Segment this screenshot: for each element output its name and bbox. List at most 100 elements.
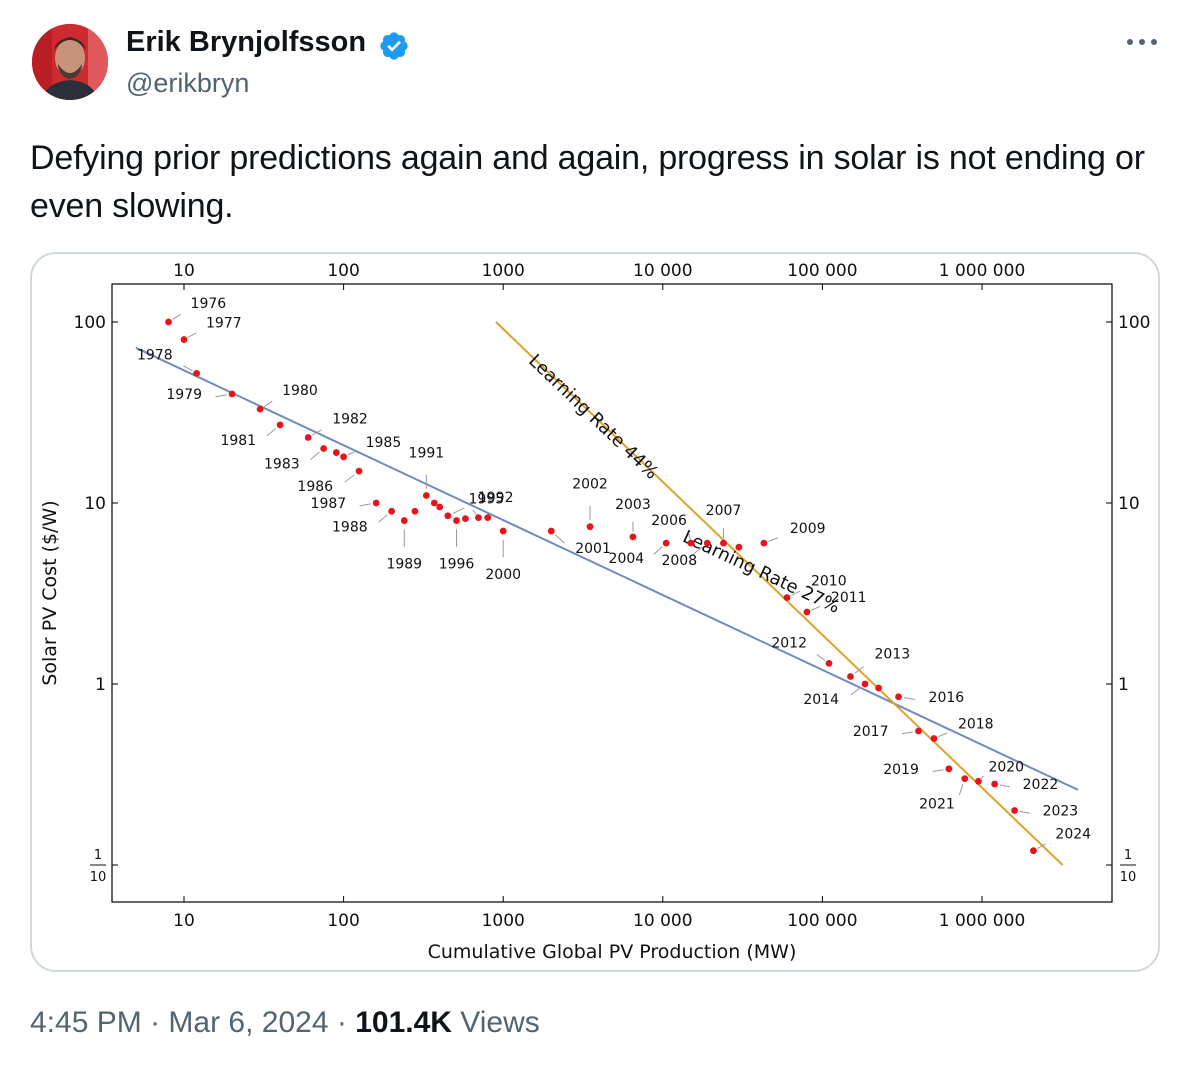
data-point bbox=[332, 449, 340, 456]
x-tick-label-bottom: 100 000 bbox=[787, 911, 857, 931]
year-label: 1978 bbox=[137, 347, 173, 363]
data-point bbox=[915, 727, 922, 735]
x-tick-label-bottom: 1000 bbox=[482, 911, 525, 931]
year-leader bbox=[791, 590, 801, 596]
data-point bbox=[304, 434, 312, 441]
data-point bbox=[276, 421, 284, 429]
year-leader bbox=[310, 451, 320, 460]
year-label: 2022 bbox=[1023, 777, 1059, 793]
x-axis-label: Cumulative Global PV Production (MW) bbox=[428, 941, 797, 963]
data-point bbox=[735, 543, 743, 551]
year-label: 2020 bbox=[988, 759, 1024, 775]
chart-image-card[interactable]: 10 10 100 100 1000 1000 10 000 10 000 100 000 100… bbox=[30, 252, 1160, 972]
year-label: 2003 bbox=[615, 497, 651, 513]
data-point bbox=[760, 539, 768, 547]
year-label: 2002 bbox=[572, 477, 608, 493]
x-tick-label-bottom: 10 bbox=[173, 911, 195, 931]
year-label: 2006 bbox=[651, 513, 687, 529]
data-point bbox=[453, 517, 460, 524]
more-dots-icon[interactable] bbox=[1124, 30, 1160, 54]
avatar[interactable] bbox=[32, 24, 108, 100]
year-leader bbox=[932, 769, 944, 773]
year-leader bbox=[979, 775, 985, 780]
year-label: 1996 bbox=[439, 557, 475, 573]
tweet-text: Defying prior predictions again and agai… bbox=[30, 139, 1145, 225]
year-leader bbox=[688, 533, 691, 541]
data-point bbox=[895, 693, 902, 701]
data-point bbox=[945, 765, 953, 773]
data-point bbox=[430, 499, 438, 507]
data-point bbox=[436, 503, 444, 511]
year-label: 1980 bbox=[282, 383, 318, 399]
data-point bbox=[372, 499, 380, 507]
data-point bbox=[875, 684, 883, 692]
x-tick-label-bottom: 1 000 000 bbox=[939, 911, 1026, 931]
year-label: 1977 bbox=[206, 316, 242, 332]
y-tick-label-right: 100 bbox=[1118, 313, 1150, 333]
data-point bbox=[861, 680, 869, 688]
data-point bbox=[720, 539, 727, 547]
data-point bbox=[355, 467, 363, 475]
year-label: 2017 bbox=[853, 724, 889, 740]
data-point bbox=[930, 735, 938, 742]
x-tick-label-top: 1000 bbox=[482, 261, 525, 281]
year-label: 2007 bbox=[706, 503, 742, 519]
year-label: 2012 bbox=[771, 635, 807, 651]
tweet-date[interactable]: Mar 6, 2024 bbox=[168, 1006, 329, 1039]
data-point bbox=[586, 523, 594, 531]
y-tick-label-left: 1 bbox=[95, 675, 106, 695]
year-leader bbox=[811, 606, 821, 611]
year-leader bbox=[816, 654, 826, 661]
year-label: 1983 bbox=[264, 457, 300, 473]
year-label: 1991 bbox=[409, 446, 445, 462]
year-leader bbox=[263, 401, 273, 408]
year-leader bbox=[691, 546, 703, 556]
data-point bbox=[825, 659, 833, 667]
x-tick-label-top: 1 000 000 bbox=[939, 261, 1026, 281]
year-leader bbox=[938, 732, 948, 738]
y-tick-label-right: 1 bbox=[1118, 675, 1129, 695]
year-leader bbox=[903, 697, 916, 701]
data-point bbox=[165, 318, 172, 326]
year-leader bbox=[555, 534, 565, 544]
year-leader bbox=[999, 784, 1011, 788]
data-point bbox=[180, 336, 188, 343]
y-tick-fraction-left-num: 1 bbox=[94, 848, 102, 863]
year-leader bbox=[183, 365, 193, 372]
data-point bbox=[991, 780, 999, 788]
year-leader bbox=[347, 450, 356, 456]
data-point bbox=[499, 527, 507, 535]
tweet-time[interactable]: 4:45 PM bbox=[30, 1006, 142, 1039]
year-label: 2023 bbox=[1043, 804, 1079, 820]
year-label: 1995 bbox=[468, 492, 504, 508]
data-point bbox=[847, 673, 854, 680]
trend-label-44: Learning Rate 44% bbox=[524, 350, 662, 483]
year-leader bbox=[653, 546, 663, 555]
year-label: 2024 bbox=[1055, 827, 1091, 843]
year-leader bbox=[312, 429, 322, 436]
year-label: 2013 bbox=[875, 647, 911, 663]
data-point bbox=[975, 777, 982, 785]
year-leader bbox=[266, 428, 277, 437]
y-axis-label: Solar PV Cost ($/W) bbox=[39, 500, 61, 685]
data-point bbox=[803, 608, 811, 616]
year-label: 2016 bbox=[929, 690, 965, 706]
year-leader bbox=[187, 332, 197, 338]
year-leader bbox=[359, 503, 371, 507]
data-point bbox=[484, 514, 492, 522]
trend-line-27 bbox=[135, 346, 1079, 791]
y-tick-label-left: 10 bbox=[84, 494, 106, 514]
y-tick-fraction-right-den: 10 bbox=[1120, 870, 1137, 885]
year-label: 2001 bbox=[575, 541, 611, 557]
data-point bbox=[320, 445, 328, 452]
year-label: 2000 bbox=[485, 567, 521, 583]
year-label: 2009 bbox=[790, 521, 826, 537]
plot-frame bbox=[111, 283, 1113, 903]
data-point bbox=[961, 775, 969, 783]
data-point bbox=[475, 514, 482, 522]
year-leader bbox=[850, 687, 861, 696]
author-handle[interactable]: @erikbryn bbox=[126, 68, 250, 98]
data-point bbox=[193, 370, 201, 377]
data-point bbox=[547, 527, 555, 535]
author-name[interactable]: Erik Brynjolfsson bbox=[126, 26, 367, 58]
